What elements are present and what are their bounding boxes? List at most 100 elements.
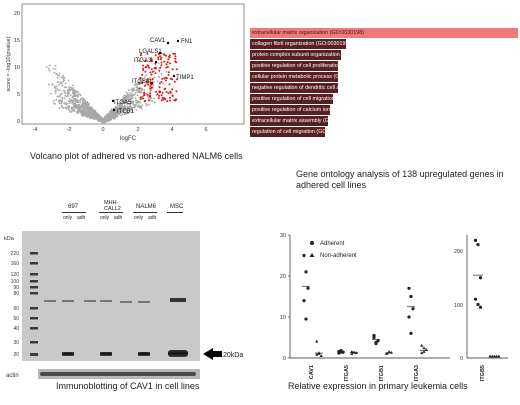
- volcano-point: [76, 112, 79, 115]
- gene-axis-label: ITGA3: [414, 365, 420, 381]
- volcano-point: [130, 88, 133, 91]
- volcano-point: [65, 95, 68, 98]
- volcano-point: [53, 71, 56, 74]
- adherent-point: [372, 335, 376, 340]
- gene-axis-label: ITGB1: [379, 365, 385, 381]
- volcano-point: [61, 106, 64, 109]
- volcano-point: [49, 64, 52, 67]
- volcano-point: [139, 81, 142, 83]
- volcano-point: [68, 109, 70, 112]
- right-points: [473, 238, 501, 358]
- marker-label: 20: [13, 352, 19, 358]
- volcano-point: [58, 99, 61, 101]
- volcano-point: [60, 81, 63, 84]
- expression-plots: Adherent Non-adherent 0 10 20 30 CAV1 IT…: [280, 233, 508, 381]
- volcano-point: [119, 106, 122, 109]
- gene-label-cav1: CAV1: [150, 38, 166, 44]
- volcano-point-upregulated: [139, 54, 142, 57]
- volcano-point-upregulated: [167, 58, 170, 61]
- volcano-point: [66, 93, 69, 96]
- volcano-point-upregulated: [174, 57, 177, 60]
- volcano-point-upregulated: [151, 70, 154, 73]
- volcano-point-upregulated: [149, 85, 152, 88]
- volcano-point-upregulated: [173, 80, 176, 83]
- volcano-point: [102, 118, 104, 120]
- volcano-point: [77, 95, 79, 98]
- volcano-point: [83, 113, 86, 116]
- marker-label: 30: [13, 340, 19, 346]
- go-bar: [250, 50, 342, 60]
- adherent-point: [374, 340, 378, 345]
- volcano-point-upregulated: [166, 65, 169, 68]
- volcano-point: [117, 106, 120, 108]
- volcano-ytick: 10: [14, 65, 20, 71]
- volcano-point-upregulated: [160, 94, 163, 97]
- volcano-point: [96, 113, 99, 115]
- volcano-point: [139, 102, 142, 104]
- volcano-point-upregulated: [167, 73, 170, 76]
- gene-axis-label: ITGA5: [344, 365, 350, 381]
- nonadherent-point: [424, 348, 428, 351]
- go-term-label: extracellular matrix organization (GO:00…: [252, 30, 365, 36]
- volcano-ytick: 0: [17, 119, 20, 125]
- volcano-point: [64, 82, 67, 85]
- nonadherent-point: [315, 339, 319, 343]
- volcano-point: [55, 98, 58, 101]
- volcano-point: [103, 120, 106, 122]
- volcano-point-upregulated: [162, 98, 165, 101]
- volcano-point: [145, 74, 148, 77]
- volcano-point: [82, 106, 85, 109]
- volcano-point-upregulated: [160, 64, 163, 67]
- adherent-point: [476, 302, 480, 307]
- volcano-point-upregulated: [161, 77, 164, 80]
- volcano-point-upregulated: [150, 68, 153, 71]
- volcano-point-upregulated: [169, 99, 172, 102]
- volcano-point: [48, 69, 51, 72]
- nonadherent-point: [420, 351, 424, 355]
- volcano-point: [143, 88, 146, 91]
- volcano-point: [56, 85, 58, 88]
- volcano-point: [75, 98, 78, 101]
- volcano-point: [86, 114, 89, 116]
- volcano-point: [147, 95, 149, 98]
- adherent-point: [409, 294, 413, 299]
- volcano-caption: Volcano plot of adhered vs non-adhered N…: [30, 151, 243, 161]
- nonadherent-point: [317, 352, 321, 355]
- left-ytick: 10: [280, 315, 286, 321]
- volcano-point: [106, 113, 109, 116]
- volcano-point: [81, 109, 83, 112]
- volcano-point: [130, 98, 132, 100]
- volcano-point: [134, 105, 137, 108]
- volcano-point: [153, 97, 156, 100]
- volcano-point: [107, 116, 110, 118]
- go-bar: [250, 116, 328, 126]
- volcano-point: [62, 77, 65, 80]
- volcano-point: [114, 116, 116, 118]
- volcano-point-upregulated: [160, 61, 163, 64]
- volcano-point: [153, 70, 156, 72]
- volcano-point: [60, 99, 63, 102]
- volcano-point-upregulated: [158, 86, 161, 89]
- volcano-point: [85, 106, 88, 108]
- volcano-point: [58, 81, 60, 83]
- marker-label: 40: [13, 326, 19, 332]
- volcano-point-upregulated: [173, 99, 176, 102]
- volcano-point: [119, 103, 122, 105]
- volcano-point-upregulated: [160, 80, 163, 83]
- volcano-point: [68, 89, 71, 92]
- volcano-point: [58, 95, 61, 98]
- volcano-point-upregulated: [156, 93, 159, 96]
- volcano-point: [69, 94, 72, 97]
- volcano-point: [135, 99, 137, 102]
- volcano-point: [54, 92, 57, 95]
- volcano-point-upregulated: [159, 90, 161, 93]
- volcano-point: [52, 68, 55, 70]
- volcano-point-upregulated: [150, 73, 153, 76]
- volcano-point: [71, 88, 74, 91]
- marker-label: 90: [13, 285, 19, 291]
- left-y-ticks: 0 10 20 30: [280, 233, 286, 362]
- go-term-label: extracellular matrix assembly (GO:008502…: [252, 118, 358, 124]
- volcano-plot: 0 5 10 15 20 -4 -2 0 2 4 6 logFC score =…: [6, 3, 245, 142]
- volcano-point-upregulated: [138, 82, 141, 85]
- volcano-point-upregulated: [144, 84, 146, 87]
